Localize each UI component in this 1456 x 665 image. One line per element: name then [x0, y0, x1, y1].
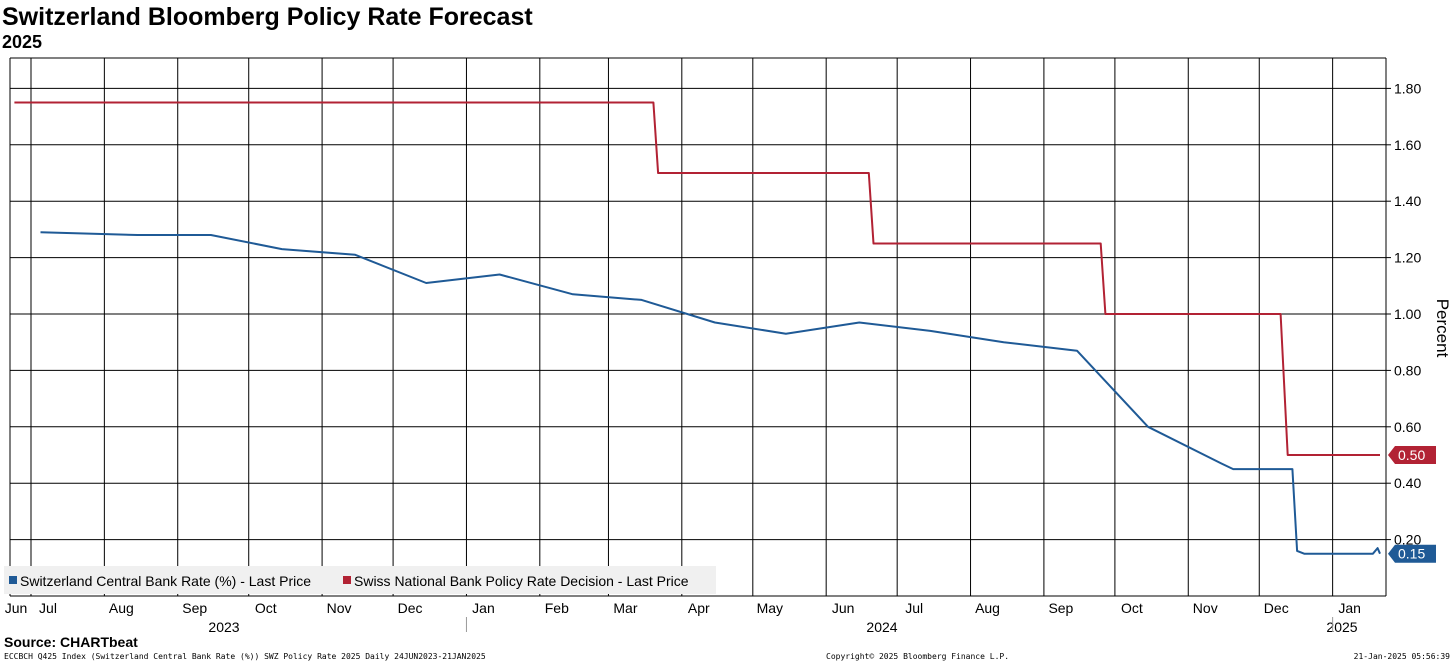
- y-tick-label: 1.20: [1394, 250, 1421, 266]
- footer-timestamp: 21-Jan-2025 05:56:39: [1353, 652, 1450, 661]
- y-tick-label: 0.60: [1394, 419, 1421, 435]
- line-chart: 0.20 0.40 0.60 0.80 1.00 1.20 1.40 1.60 1.80 Perc…: [4, 57, 1452, 632]
- last-value-tag-2: [1388, 446, 1436, 464]
- y-tick-label: 0.20: [1394, 532, 1421, 548]
- last-value-tag-1: [1388, 544, 1436, 563]
- chart-subtitle: 2025: [2, 32, 43, 52]
- x-tick-label: Jun: [5, 600, 28, 616]
- footer-copyright: Copyright© 2025 Bloomberg Finance L.P.: [826, 652, 1010, 661]
- legend-label-2: Swiss National Bank Policy Rate Decision…: [354, 573, 689, 589]
- x-tick-label: Aug: [109, 600, 134, 616]
- series-line-1: [40, 231, 1381, 555]
- source-note: Source: CHARTbeat: [4, 634, 138, 650]
- x-tick-label: Jan: [472, 600, 495, 616]
- last-value-label-2: 0.50: [1398, 447, 1425, 463]
- x-tick-label: Jan: [1338, 600, 1361, 616]
- y-tick-label: 0.80: [1394, 362, 1421, 378]
- chart-title: Switzerland Bloomberg Policy Rate Foreca…: [2, 3, 533, 31]
- x-tick-label: Apr: [688, 600, 710, 616]
- x-tick-label: Nov: [1193, 600, 1218, 616]
- x-tick-label: Jul: [39, 600, 57, 616]
- y-axis-title: Percent: [1433, 299, 1452, 358]
- y-tick-label: 1.40: [1394, 193, 1421, 209]
- series-line-2: [14, 101, 1380, 456]
- x-tick-label: May: [757, 600, 783, 616]
- y-tick-label: 1.80: [1394, 80, 1421, 96]
- x-tick-label: Dec: [1264, 600, 1289, 616]
- x-tick-label: Jun: [832, 600, 855, 616]
- x-tick-label: Sep: [1048, 600, 1073, 616]
- x-year-label: 2025: [1326, 619, 1357, 632]
- x-tick-label: Sep: [182, 600, 207, 616]
- y-tick-label: 1.00: [1394, 306, 1421, 322]
- legend-swatch-1: [9, 576, 17, 584]
- x-tick-label: Dec: [398, 600, 423, 616]
- legend-label-1: Switzerland Central Bank Rate (%) - Last…: [20, 573, 311, 589]
- legend-background: [4, 566, 716, 594]
- x-tick-label: Oct: [255, 600, 277, 616]
- x-tick-label: Jul: [905, 600, 923, 616]
- x-tick-label: Mar: [613, 600, 637, 616]
- last-value-label-1: 0.15: [1398, 546, 1425, 562]
- y-tick-label: 0.40: [1394, 475, 1421, 491]
- x-tick-label: Feb: [545, 600, 569, 616]
- legend-swatch-2: [343, 576, 351, 584]
- x-tick-label: Oct: [1121, 600, 1143, 616]
- footer-ticker-info: ECCBCH Q425 Index (Switzerland Central B…: [4, 652, 486, 661]
- x-tick-label: Nov: [327, 600, 352, 616]
- x-year-label: 2024: [866, 619, 897, 632]
- y-tick-label: 1.60: [1394, 137, 1421, 153]
- x-tick-label: Aug: [975, 600, 1000, 616]
- x-year-label: 2023: [208, 619, 239, 632]
